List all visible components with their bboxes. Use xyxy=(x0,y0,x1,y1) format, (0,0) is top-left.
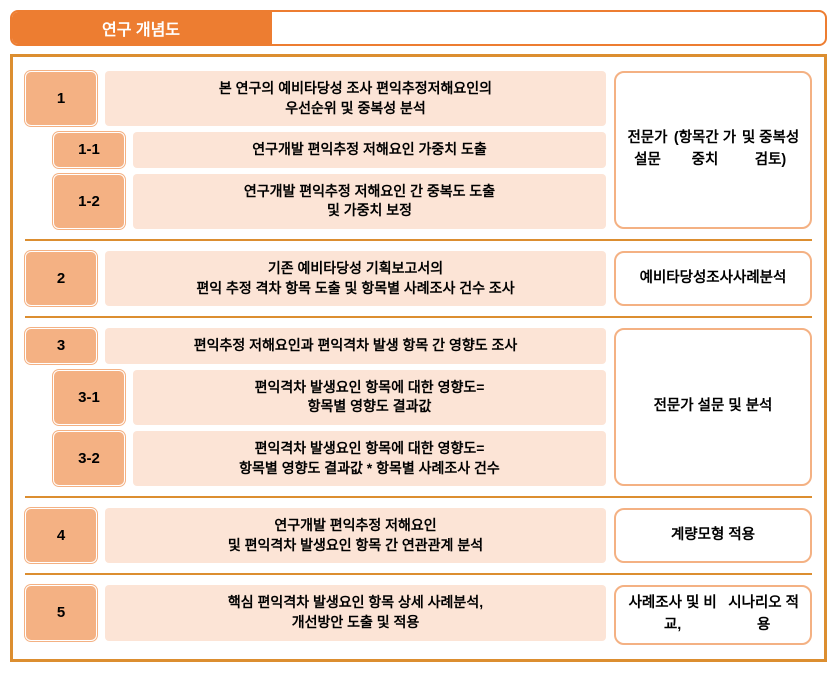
step-badge: 2 xyxy=(25,251,97,306)
step-row: 3편익추정 저해요인과 편익격차 발생 항목 간 영향도 조사 xyxy=(25,328,606,364)
section-left: 3편익추정 저해요인과 편익격차 발생 항목 간 영향도 조사 3-1편익격차 발… xyxy=(25,328,606,486)
method-box: 전문가 설문 및 분석 xyxy=(614,328,812,486)
step-row: 4연구개발 편익추정 저해요인및 편익격차 발생요인 항목 간 연관관계 분석 xyxy=(25,508,606,563)
step-row: 3-2편익격차 발생요인 항목에 대한 영향도=항목별 영향도 결과값 * 항목… xyxy=(53,431,606,486)
step-badge: 3-1 xyxy=(53,370,125,425)
step-badge: 4 xyxy=(25,508,97,563)
method-box: 계량모형 적용 xyxy=(614,508,812,563)
step-badge: 5 xyxy=(25,585,97,640)
step-description: 본 연구의 예비타당성 조사 편익추정저해요인의우선순위 및 중복성 분석 xyxy=(105,71,606,126)
title-label: 연구 개념도 xyxy=(12,12,272,44)
step-row: 3-1편익격차 발생요인 항목에 대한 영향도=항목별 영향도 결과값 xyxy=(53,370,606,425)
step-description: 연구개발 편익추정 저해요인및 편익격차 발생요인 항목 간 연관관계 분석 xyxy=(105,508,606,563)
section-left: 2기존 예비타당성 기획보고서의편익 추정 격차 항목 도출 및 항목별 사례조… xyxy=(25,251,606,306)
step-row: 1본 연구의 예비타당성 조사 편익추정저해요인의우선순위 및 중복성 분석 xyxy=(25,71,606,126)
section-1: 1본 연구의 예비타당성 조사 편익추정저해요인의우선순위 및 중복성 분석 1-… xyxy=(25,67,812,233)
section-left: 1본 연구의 예비타당성 조사 편익추정저해요인의우선순위 및 중복성 분석 1-… xyxy=(25,71,606,229)
step-badge: 1 xyxy=(25,71,97,126)
step-description: 편익격차 발생요인 항목에 대한 영향도=항목별 영향도 결과값 xyxy=(133,370,606,425)
section-4: 4연구개발 편익추정 저해요인및 편익격차 발생요인 항목 간 연관관계 분석계… xyxy=(25,496,812,567)
step-description: 연구개발 편익추정 저해요인 가중치 도출 xyxy=(133,132,606,168)
section-3: 3편익추정 저해요인과 편익격차 발생 항목 간 영향도 조사 3-1편익격차 발… xyxy=(25,316,812,490)
section-2: 2기존 예비타당성 기획보고서의편익 추정 격차 항목 도출 및 항목별 사례조… xyxy=(25,239,812,310)
section-left: 5핵심 편익격차 발생요인 항목 상세 사례분석,개선방안 도출 및 적용 xyxy=(25,585,606,645)
step-row: 1-2연구개발 편익추정 저해요인 간 중복도 도출및 가중치 보정 xyxy=(53,174,606,229)
step-description: 편익격차 발생요인 항목에 대한 영향도=항목별 영향도 결과값 * 항목별 사… xyxy=(133,431,606,486)
step-badge: 1-2 xyxy=(53,174,125,229)
step-description: 연구개발 편익추정 저해요인 간 중복도 도출및 가중치 보정 xyxy=(133,174,606,229)
diagram-container: 1본 연구의 예비타당성 조사 편익추정저해요인의우선순위 및 중복성 분석 1-… xyxy=(10,54,827,662)
section-5: 5핵심 편익격차 발생요인 항목 상세 사례분석,개선방안 도출 및 적용사례조… xyxy=(25,573,812,649)
step-row: 5핵심 편익격차 발생요인 항목 상세 사례분석,개선방안 도출 및 적용 xyxy=(25,585,606,640)
step-row: 2기존 예비타당성 기획보고서의편익 추정 격차 항목 도출 및 항목별 사례조… xyxy=(25,251,606,306)
section-left: 4연구개발 편익추정 저해요인및 편익격차 발생요인 항목 간 연관관계 분석 xyxy=(25,508,606,563)
step-badge: 3-2 xyxy=(53,431,125,486)
step-badge: 3 xyxy=(25,328,97,364)
step-description: 기존 예비타당성 기획보고서의편익 추정 격차 항목 도출 및 항목별 사례조사… xyxy=(105,251,606,306)
method-box: 예비타당성조사사례분석 xyxy=(614,251,812,306)
step-row: 1-1연구개발 편익추정 저해요인 가중치 도출 xyxy=(53,132,606,168)
title-bar: 연구 개념도 xyxy=(10,10,827,46)
method-box: 사례조사 및 비교,시나리오 적용 xyxy=(614,585,812,645)
step-description: 핵심 편익격차 발생요인 항목 상세 사례분석,개선방안 도출 및 적용 xyxy=(105,585,606,640)
method-box: 전문가 설문(항목간 가중치및 중복성 검토) xyxy=(614,71,812,229)
step-description: 편익추정 저해요인과 편익격차 발생 항목 간 영향도 조사 xyxy=(105,328,606,364)
step-badge: 1-1 xyxy=(53,132,125,168)
